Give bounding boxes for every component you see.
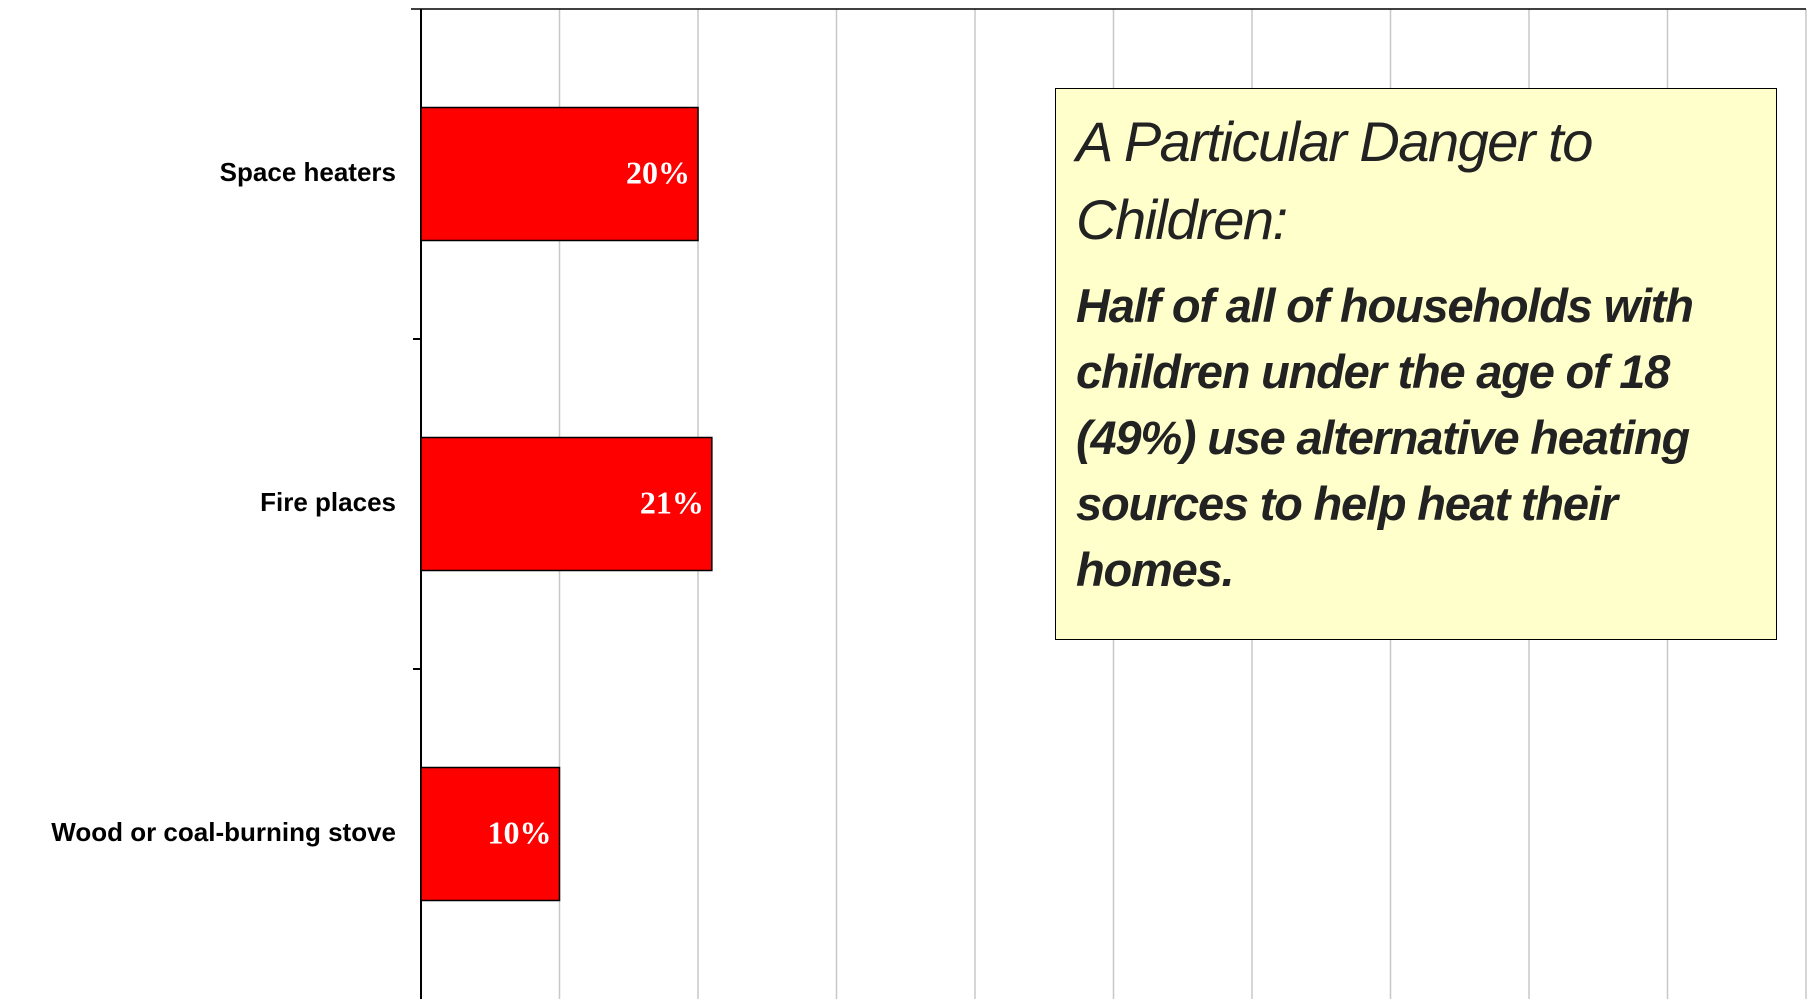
annotation-box: A Particular Danger to Children: Half of… (1055, 88, 1777, 640)
annotation-title: A Particular Danger to Children: (1076, 110, 1593, 251)
data-label: 21% (640, 484, 704, 520)
data-label: 10% (488, 814, 552, 850)
y-tick-label: Fire places (260, 487, 396, 517)
bar (420, 766, 561, 902)
y-tick-label: Space heaters (220, 157, 396, 187)
bar (420, 106, 699, 242)
data-label: 20% (626, 154, 690, 190)
bar (420, 436, 713, 572)
annotation-text: Half of all of households with children … (1076, 279, 1694, 596)
y-tick-label: Wood or coal-burning stove (51, 817, 396, 847)
